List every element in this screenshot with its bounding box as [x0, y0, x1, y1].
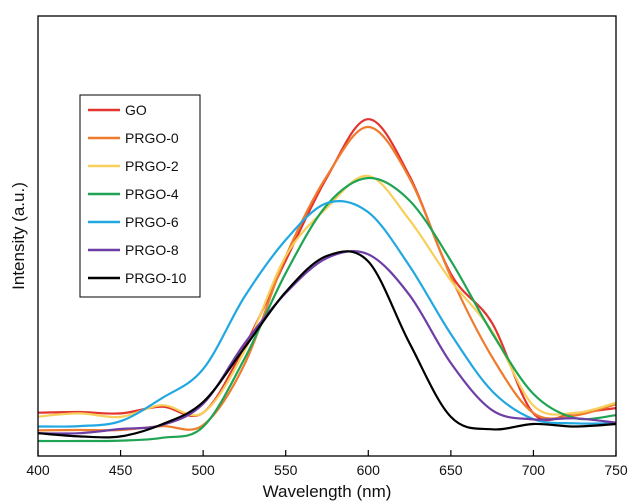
legend-label-prgo-10: PRGO-10 — [125, 270, 187, 286]
legend-label-prgo-0: PRGO-0 — [125, 130, 179, 146]
legend-label-go: GO — [125, 102, 147, 118]
x-axis: 400 450 500 550 600 650 700 750 — [26, 450, 628, 478]
x-tick-label: 400 — [26, 462, 50, 478]
series-line-prgo-4 — [37, 176, 617, 443]
series-line-prgo-10 — [37, 250, 617, 439]
series-line-prgo-6 — [37, 200, 617, 428]
legend-label-prgo-8: PRGO-8 — [125, 242, 179, 258]
legend-box — [79, 94, 201, 298]
legend-label-prgo-2: PRGO-2 — [125, 158, 179, 174]
legend-label-prgo-6: PRGO-6 — [125, 214, 179, 230]
x-tick-label: 750 — [604, 462, 628, 478]
series-line-prgo-8 — [37, 250, 617, 435]
x-axis-title: Wavelength (nm) — [263, 482, 392, 501]
x-tick-label: 600 — [357, 462, 381, 478]
legend: GO PRGO-0 PRGO-2 PRGO-4 PRGO-6 PRGO-8 PRGO-10 — [79, 94, 201, 298]
legend-label-prgo-4: PRGO-4 — [125, 186, 179, 202]
x-tick-label: 550 — [274, 462, 298, 478]
x-tick-label: 650 — [439, 462, 463, 478]
plot-frame — [37, 15, 617, 457]
x-tick-label: 500 — [191, 462, 215, 478]
series-layer — [37, 118, 617, 443]
x-tick-label: 450 — [109, 462, 133, 478]
y-axis-title: Intensity (a.u.) — [9, 182, 28, 290]
x-tick-label: 700 — [522, 462, 546, 478]
